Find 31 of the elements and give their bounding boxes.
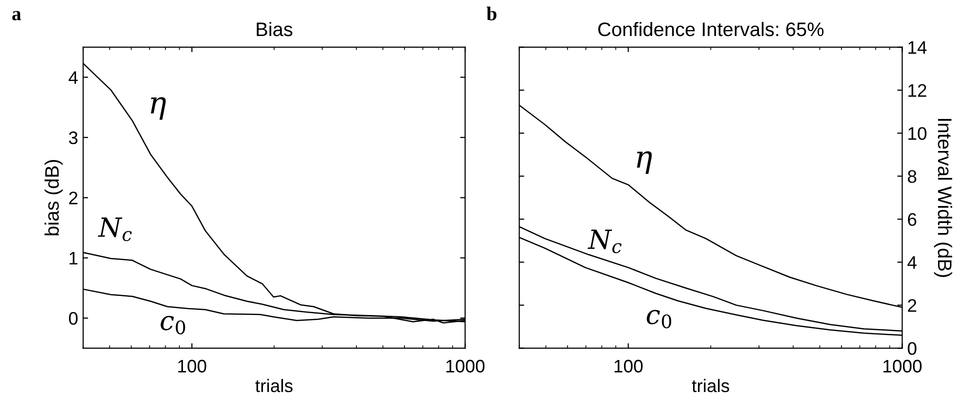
y-tick-label: 4 <box>68 71 78 84</box>
y-tick-label: 6 <box>908 213 916 226</box>
y-tick-label: 1 <box>70 252 78 264</box>
x-tick-label: 100 <box>614 360 643 373</box>
y-axis-title: bias (dB) <box>44 160 63 236</box>
y-tick-label: 2 <box>69 192 78 204</box>
text: a <box>12 11 22 20</box>
series-label: N$_{c}$ <box>98 218 132 242</box>
series-label: c$_{0}$ <box>160 316 186 334</box>
x-tick-label: 1000 <box>884 360 922 373</box>
y-tick-label: 0 <box>68 312 78 325</box>
y-tick-label: 0 <box>908 342 916 355</box>
chart-title: Confidence Intervals: 65% <box>598 22 824 36</box>
y-tick-label: 10 <box>908 127 926 140</box>
x-axis-title: trials <box>255 378 293 392</box>
y-tick-label: 8 <box>908 170 916 183</box>
series-label: η <box>636 151 652 174</box>
x-tick-label: 100 <box>178 360 206 373</box>
y-tick-label: 12 <box>908 84 926 97</box>
y-axis-title: Interval Width (dB) <box>934 118 952 277</box>
series-label: η <box>150 97 166 120</box>
series-label: c$_{0}$ <box>646 310 672 328</box>
text: b <box>486 6 496 20</box>
y-tick-label: 3 <box>68 131 78 144</box>
chart-title: Bias <box>256 22 292 36</box>
y-tick-label: 14 <box>908 41 927 54</box>
y-tick-label: 2 <box>908 299 916 312</box>
y-tick-label: 4 <box>907 256 917 269</box>
x-tick-label: 1000 <box>446 360 485 373</box>
x-axis-title: trials <box>692 378 730 392</box>
series-label: N$_{c}$ <box>588 230 622 254</box>
